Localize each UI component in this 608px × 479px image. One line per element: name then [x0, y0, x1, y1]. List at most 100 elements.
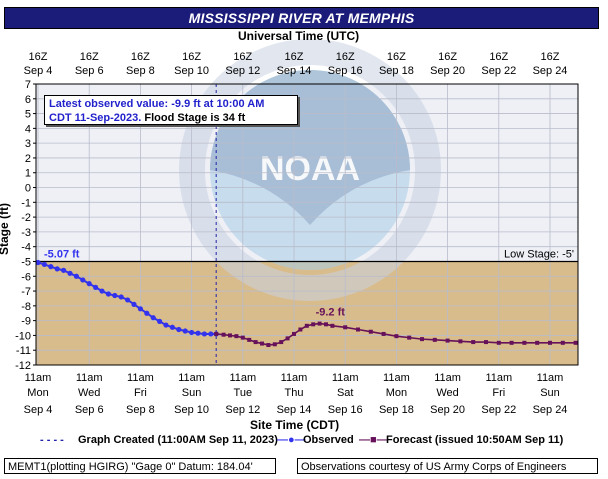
observed-point	[201, 331, 207, 337]
forecast-point	[330, 323, 335, 328]
forecast-point	[368, 329, 373, 334]
top-tick-label-utc: 16Z	[80, 51, 99, 63]
observed-point	[35, 259, 41, 266]
top-tick-label-date: Sep 20	[430, 65, 465, 77]
top-tick-label-date: Sep 8	[126, 65, 155, 77]
datum-info: MEMT1(plotting HGIRG) "Gage 0" Datum: 18…	[4, 458, 276, 474]
top-tick-label-date: Sep 10	[174, 65, 209, 77]
top-tick-label-utc: 16Z	[233, 51, 252, 63]
forecast-point	[522, 340, 527, 345]
forecast-point	[471, 340, 476, 345]
legend-observed: Observed	[303, 434, 354, 446]
legend-forecast-icon: —■—	[359, 434, 388, 446]
observed-point	[176, 326, 182, 333]
bottom-tick-label-time: 11am	[332, 372, 359, 384]
forecast-point	[432, 337, 437, 342]
forecast-peak-label: -9.2 ft	[316, 307, 346, 319]
y-tick-label: 0	[25, 183, 31, 195]
y-tick-label: 7	[25, 79, 31, 91]
legend-created-icon: - - - -	[40, 434, 64, 446]
latest-value-callout: Latest observed value: -9.9 ft at 10:00 …	[44, 95, 298, 125]
forecast-point	[292, 331, 296, 336]
forecast-point	[279, 340, 284, 345]
observed-point	[182, 328, 188, 334]
bottom-tick-label-day: Sat	[337, 387, 354, 399]
bottom-tick-label-time: 11am	[537, 372, 564, 384]
forecast-point	[496, 340, 501, 345]
bottom-tick-label-date: Sep 4	[24, 404, 53, 416]
top-tick-label-date: Sep 12	[225, 65, 260, 77]
top-tick-label-utc: 16Z	[387, 51, 406, 63]
watermark-logo-text: NOAA	[260, 150, 360, 188]
top-tick-label-date: Sep 16	[328, 65, 363, 77]
chart-title: MISSISSIPPI RIVER AT MEMPHIS	[188, 10, 415, 26]
bottom-tick-label-day: Sun	[540, 387, 560, 399]
observed-point	[54, 266, 60, 272]
top-axis-title: Universal Time (UTC)	[238, 29, 360, 43]
forecast-point	[298, 327, 303, 332]
bottom-tick-label-day: Mon	[27, 387, 48, 399]
top-tick-label-date: Sep 22	[481, 65, 516, 77]
bottom-tick-label-date: Sep 10	[174, 404, 209, 416]
forecast-point	[240, 335, 245, 340]
forecast-point	[343, 325, 348, 330]
observed-point	[86, 281, 92, 287]
bottom-tick-label-date: Sep 18	[379, 404, 414, 416]
forecast-point	[304, 323, 309, 328]
bottom-tick-label-time: 11am	[229, 372, 256, 384]
y-tick-label: 3	[25, 138, 31, 150]
y-tick-label: -10	[15, 330, 31, 342]
forecast-point	[228, 333, 232, 338]
forecast-point	[317, 321, 322, 326]
callout-line-1: Latest observed value: -9.9 ft at 10:00 …	[49, 98, 265, 110]
bottom-tick-label-time: 11am	[25, 372, 52, 384]
forecast-point	[214, 331, 219, 336]
bottom-tick-label-date: Sep 6	[75, 404, 104, 416]
forecast-point	[221, 332, 226, 337]
bottom-tick-label-date: Sep 8	[126, 404, 155, 416]
forecast-point	[484, 340, 488, 345]
bottom-tick-label-day: Sun	[182, 387, 202, 399]
forecast-point	[509, 340, 514, 345]
bottom-tick-label-date: Sep 14	[277, 404, 312, 416]
bottom-tick-label-date: Sep 12	[225, 404, 260, 416]
forecast-point	[234, 334, 239, 339]
top-tick-label-utc: 16Z	[182, 51, 201, 63]
bottom-tick-label-time: 11am	[383, 372, 410, 384]
observed-point	[137, 306, 143, 312]
observed-point	[189, 329, 195, 336]
bottom-tick-label-day: Fri	[134, 387, 147, 399]
callout-flood-stage: Flood Stage is 34 ft	[144, 112, 246, 124]
bottom-tick-label-day: Mon	[386, 387, 407, 399]
forecast-point	[260, 341, 264, 346]
callout-date: CDT 11-Sep-2023.	[49, 112, 142, 124]
observed-point	[208, 331, 214, 337]
observed-point	[144, 310, 150, 316]
observed-point	[131, 301, 137, 307]
forecast-point	[266, 343, 271, 348]
observed-point	[112, 292, 118, 299]
plot-frame	[35, 83, 579, 366]
y-tick-label: -6	[21, 271, 31, 283]
first-observed-label: -5.07 ft	[44, 249, 80, 261]
forecast-point	[356, 327, 360, 332]
observed-point	[80, 277, 86, 283]
top-tick-label-date: Sep 4	[24, 65, 53, 77]
forecast-point	[285, 336, 290, 341]
forecast-point	[535, 340, 540, 345]
forecast-point	[548, 340, 552, 345]
observed-point	[73, 273, 79, 279]
bottom-tick-label-date: Sep 24	[533, 404, 568, 416]
y-tick-label: 2	[25, 153, 31, 165]
bottom-tick-label-day: Wed	[436, 387, 458, 399]
observed-point	[61, 267, 67, 273]
bottom-tick-label-date: Sep 22	[481, 404, 516, 416]
top-tick-label-date: Sep 24	[533, 65, 568, 77]
observations-credit: Observations courtesy of US Army Corps o…	[297, 458, 598, 474]
observed-point	[195, 330, 201, 336]
observed-point	[169, 324, 175, 330]
forecast-point	[420, 337, 424, 342]
forecast-point	[324, 322, 328, 327]
observed-point	[163, 322, 169, 328]
top-tick-label-date: Sep 6	[75, 65, 104, 77]
